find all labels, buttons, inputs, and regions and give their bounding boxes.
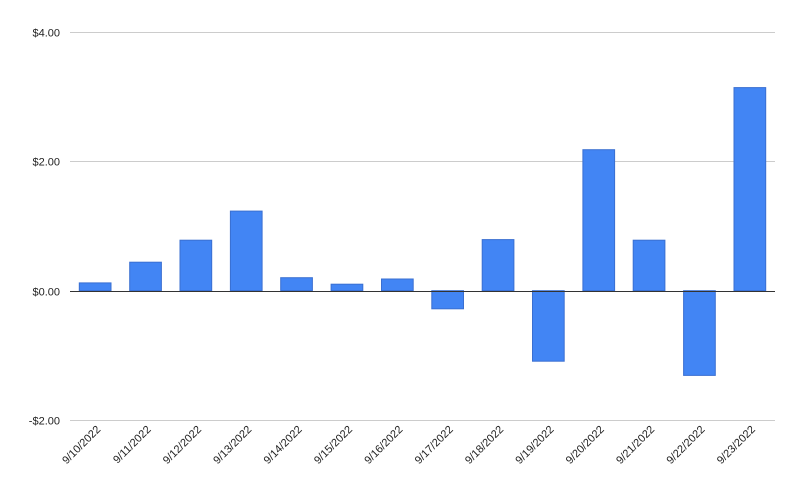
bar-9-12-2022 bbox=[179, 239, 213, 292]
bar-9-13-2022 bbox=[229, 210, 263, 292]
bar-9-14-2022 bbox=[280, 277, 313, 292]
bar-9-19-2022 bbox=[532, 290, 565, 362]
x-axis-ticks: 9/10/2022 9/11/2022 9/12/2022 9/13/2022 9/14… bbox=[60, 424, 758, 467]
y-axis-ticks: $4.00 $2.00 $0.00 -$2.00 bbox=[29, 28, 60, 428]
y-tick-label: -$2.00 bbox=[29, 416, 60, 428]
x-tick-label: 9/15/2022 bbox=[312, 424, 355, 467]
x-tick-label: 9/22/2022 bbox=[664, 424, 707, 467]
bar-9-22-2022 bbox=[683, 290, 716, 376]
y-tick-label: $0.00 bbox=[32, 287, 60, 299]
x-tick-label: 9/10/2022 bbox=[60, 424, 103, 467]
y-tick-label: $4.00 bbox=[32, 28, 60, 40]
x-tick-label: 9/16/2022 bbox=[362, 424, 405, 467]
bar-9-16-2022 bbox=[381, 278, 414, 292]
bar-9-20-2022 bbox=[582, 149, 616, 292]
x-tick-label: 9/20/2022 bbox=[564, 424, 607, 467]
y-tick-label: $2.00 bbox=[32, 157, 60, 169]
x-tick-label: 9/13/2022 bbox=[211, 424, 254, 467]
bar-9-21-2022 bbox=[632, 239, 666, 292]
bar-9-15-2022 bbox=[330, 283, 364, 292]
gridlines bbox=[70, 32, 775, 421]
x-tick-label: 9/11/2022 bbox=[111, 424, 154, 467]
x-tick-label: 9/17/2022 bbox=[413, 424, 456, 467]
bar-9-17-2022 bbox=[431, 290, 464, 310]
x-tick-label: 9/18/2022 bbox=[463, 424, 506, 467]
bar-9-11-2022 bbox=[129, 261, 162, 292]
bar-9-23-2022 bbox=[733, 87, 767, 292]
bar-9-10-2022 bbox=[78, 282, 112, 292]
x-tick-label: 9/23/2022 bbox=[715, 424, 758, 467]
x-tick-label: 9/19/2022 bbox=[513, 424, 556, 467]
x-tick-label: 9/12/2022 bbox=[161, 424, 204, 467]
x-tick-label: 9/21/2022 bbox=[614, 424, 657, 467]
bars bbox=[78, 87, 767, 376]
bar-9-18-2022 bbox=[481, 239, 515, 292]
x-tick-label: 9/14/2022 bbox=[262, 424, 305, 467]
